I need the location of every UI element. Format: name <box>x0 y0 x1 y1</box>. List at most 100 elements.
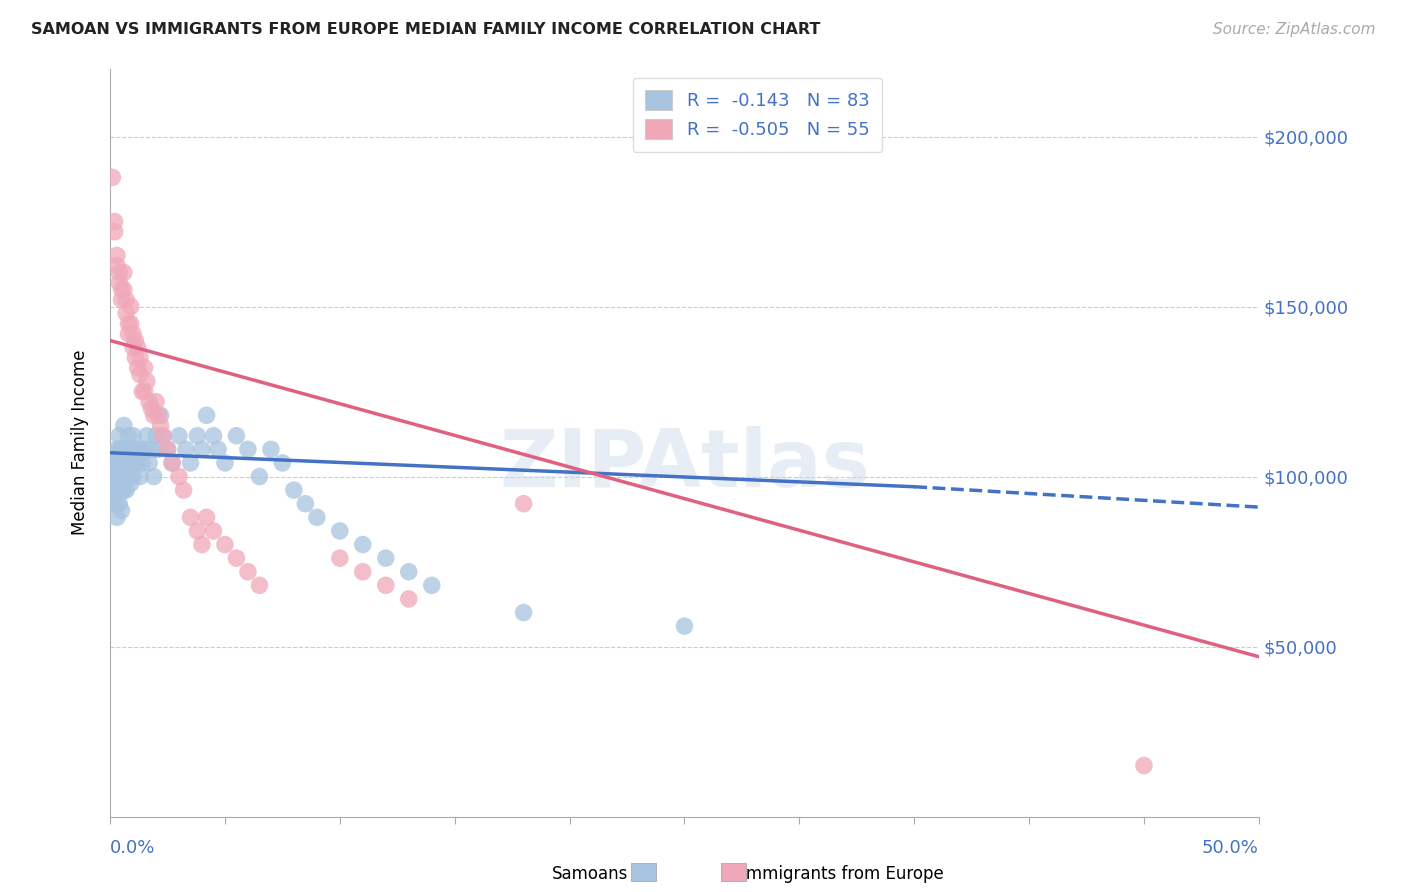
Point <box>167 428 190 442</box>
Point <box>135 428 157 442</box>
Point <box>352 565 374 579</box>
Point <box>214 456 236 470</box>
Point <box>117 317 139 331</box>
Point <box>105 442 128 457</box>
Point <box>145 394 167 409</box>
Point <box>108 442 131 457</box>
Point <box>129 469 152 483</box>
Point <box>108 497 131 511</box>
Point <box>120 300 142 314</box>
Point <box>105 248 128 262</box>
Point <box>131 456 153 470</box>
Point <box>105 483 128 497</box>
Point <box>124 334 146 348</box>
Point <box>112 418 135 433</box>
Point <box>129 368 152 382</box>
Point <box>104 469 127 483</box>
Point <box>179 456 201 470</box>
Point <box>352 537 374 551</box>
Point <box>512 497 534 511</box>
Point <box>115 456 138 470</box>
Point <box>374 551 396 566</box>
Point <box>112 266 135 280</box>
Point <box>105 510 128 524</box>
Point <box>329 524 352 538</box>
Point <box>120 442 142 457</box>
Point <box>329 551 352 566</box>
Point <box>112 283 135 297</box>
Point <box>271 456 294 470</box>
Point <box>120 456 142 470</box>
Point <box>112 456 135 470</box>
Legend: R =  -0.143   N = 83, R =  -0.505   N = 55: R = -0.143 N = 83, R = -0.505 N = 55 <box>633 78 882 152</box>
Point <box>101 466 124 480</box>
Point <box>108 456 131 470</box>
Point <box>294 497 316 511</box>
Point <box>110 483 132 497</box>
Point <box>138 456 160 470</box>
Point <box>160 456 183 470</box>
Point <box>135 374 157 388</box>
Point <box>110 456 132 470</box>
Text: Immigrants from Europe: Immigrants from Europe <box>741 865 943 883</box>
Point <box>191 442 214 457</box>
Point <box>202 524 225 538</box>
Point <box>141 442 163 457</box>
Point <box>145 428 167 442</box>
Point <box>156 442 179 457</box>
Point <box>156 442 179 457</box>
Point <box>110 503 132 517</box>
Point <box>398 565 420 579</box>
Text: ZIPAtlas: ZIPAtlas <box>499 426 870 504</box>
Point <box>167 469 190 483</box>
Point <box>174 442 197 457</box>
Point <box>104 214 127 228</box>
Point <box>160 456 183 470</box>
Point <box>173 483 195 497</box>
Point <box>186 524 208 538</box>
Point <box>115 469 138 483</box>
Point <box>101 476 124 491</box>
Point <box>115 483 138 497</box>
Point <box>236 565 259 579</box>
Y-axis label: Median Family Income: Median Family Income <box>72 350 89 535</box>
Point <box>110 293 132 307</box>
Point <box>1133 758 1156 772</box>
Point <box>225 428 247 442</box>
Point <box>104 483 127 497</box>
Point <box>127 360 149 375</box>
Point <box>122 326 145 341</box>
Point <box>110 283 132 297</box>
Point <box>101 170 124 185</box>
Point <box>512 606 534 620</box>
Point <box>191 537 214 551</box>
Point <box>104 497 127 511</box>
Point <box>283 483 305 497</box>
Point <box>122 456 145 470</box>
Point <box>127 340 149 354</box>
Point <box>138 394 160 409</box>
Point <box>122 428 145 442</box>
Point <box>117 326 139 341</box>
Point <box>120 476 142 491</box>
Point <box>108 469 131 483</box>
Point <box>249 469 271 483</box>
Point <box>122 469 145 483</box>
Point <box>142 409 165 423</box>
Point <box>110 442 132 457</box>
Point <box>374 578 396 592</box>
Text: 0.0%: 0.0% <box>110 838 156 857</box>
Point <box>108 266 131 280</box>
Point <box>149 418 172 433</box>
Point <box>152 428 174 442</box>
Point <box>117 442 139 457</box>
Point <box>420 578 443 592</box>
Point <box>108 428 131 442</box>
Point <box>108 276 131 290</box>
Point <box>112 483 135 497</box>
Point <box>214 537 236 551</box>
Point <box>105 456 128 470</box>
Point <box>129 351 152 365</box>
Point <box>122 340 145 354</box>
Point <box>305 510 328 524</box>
